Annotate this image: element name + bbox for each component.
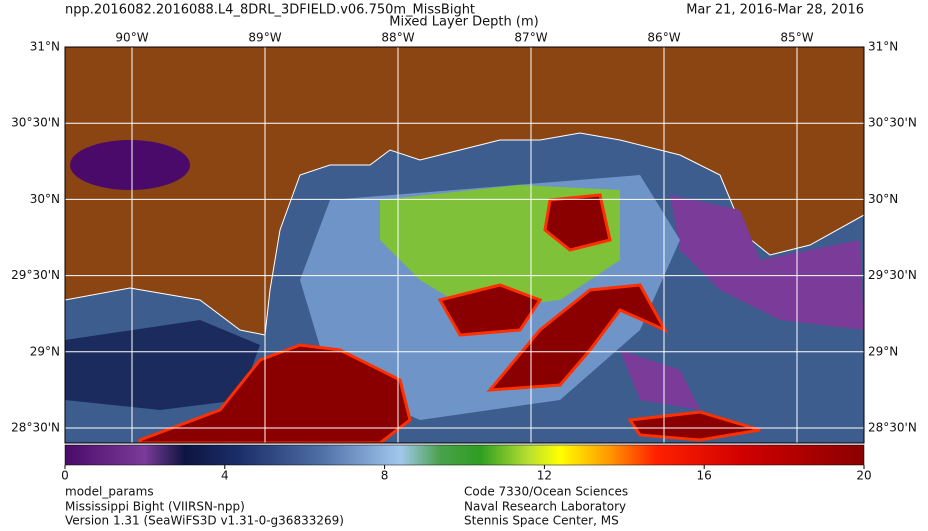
red-area [486,283,669,392]
lat-label: 29°N [30,344,60,358]
red-area [543,193,612,252]
footer-right: Stennis Space Center, MS [464,514,619,528]
purple-area [620,350,700,410]
date-range: Mar 21, 2016-Mar 28, 2016 [686,3,864,18]
footer-right: Naval Research Laboratory [464,500,626,514]
colorbar-tick-label: 8 [381,469,389,483]
red-area [437,283,543,337]
shelf-water [65,320,260,410]
lat-label: 28°30'N [868,421,917,435]
footer-right: Code 7330/Ocean Sciences [464,485,628,499]
lat-label: 28°30'N [11,421,60,435]
footer-left: Mississippi Bight (VIIRSN-npp) [65,500,245,514]
lat-label: 30°N [868,192,898,206]
lon-label: 85°W [780,31,813,45]
colorbar-tick-label: 16 [697,469,712,483]
colorbar-tick-label: 20 [856,469,871,483]
colorbar-tick-label: 4 [221,469,229,483]
lat-label: 31°N [868,40,898,54]
lat-label: 29°N [868,344,898,358]
colorbar [64,444,865,466]
footer-left: Version 1.31 (SeaWiFS3D v1.31-0-g3683326… [65,514,344,528]
lat-label: 31°N [30,40,60,54]
colorbar-tick-label: 0 [61,469,69,483]
colorbar-tick-label: 12 [537,469,552,483]
lon-label: 89°W [248,31,281,45]
lat-label: 30°30'N [868,116,917,130]
lon-label: 88°W [381,31,414,45]
lon-label: 90°W [115,31,148,45]
lat-label: 30°N [30,192,60,206]
lon-label: 87°W [514,31,547,45]
purple-area [670,195,864,330]
red-area [627,410,761,442]
lat-label: 29°30'N [11,268,60,282]
title: npp.2016082.2016088.L4_8DRL_3DFIELD.v06.… [65,3,475,18]
map [65,47,864,443]
red-area [138,343,412,443]
lon-label: 86°W [647,31,680,45]
lat-label: 30°30'N [11,116,60,130]
map-frame [64,46,865,444]
variable-label: Mixed Layer Depth (m) [389,15,538,30]
lat-label: 29°30'N [868,268,917,282]
lake [70,140,190,190]
footer-left: model_params [65,485,154,499]
